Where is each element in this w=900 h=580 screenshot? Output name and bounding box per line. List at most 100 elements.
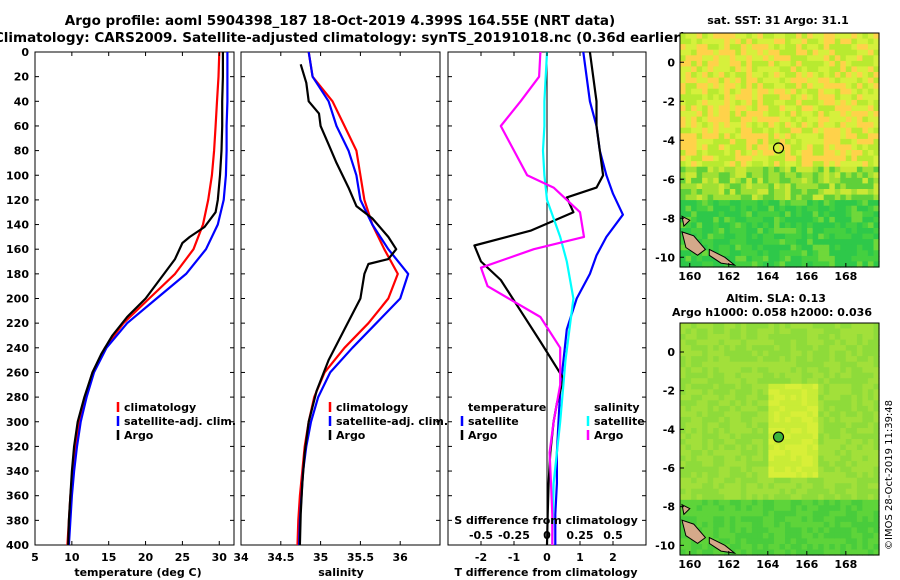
map-cell — [790, 345, 797, 352]
map-cell — [812, 183, 819, 190]
map-cell — [790, 433, 797, 440]
map-x-tick-label: 162 — [717, 270, 740, 283]
map-cell — [851, 416, 858, 423]
map-cell — [823, 372, 830, 379]
map-cell — [873, 66, 880, 73]
map-cell — [740, 44, 747, 51]
map-cell — [680, 194, 687, 201]
map-cell — [796, 239, 803, 246]
map-cell — [702, 66, 709, 73]
map-cell — [840, 116, 847, 123]
map-cell — [829, 55, 836, 62]
map-cell — [779, 494, 786, 501]
map-cell — [807, 166, 814, 173]
map-cell — [768, 205, 775, 212]
map-cell — [768, 339, 775, 346]
map-cell — [829, 472, 836, 479]
map-cell — [867, 499, 874, 506]
map-cell — [702, 77, 709, 84]
map-cell — [818, 88, 825, 95]
map-cell — [785, 544, 792, 551]
map-cell — [851, 444, 858, 451]
map-cell — [834, 450, 841, 457]
map-cell — [856, 138, 863, 146]
map-cell — [768, 244, 775, 251]
map-cell — [856, 439, 863, 446]
map-cell — [834, 239, 841, 246]
map-cell — [851, 222, 858, 229]
map-cell — [729, 99, 736, 107]
map-cell — [845, 372, 852, 379]
map-cell — [751, 172, 758, 179]
map-cell — [856, 544, 863, 551]
map-cell — [762, 383, 769, 390]
map-cell — [691, 378, 698, 385]
map-cell — [829, 416, 836, 423]
map-cell — [867, 450, 874, 457]
depth-tick-label: 140 — [6, 219, 29, 232]
map-cell — [807, 510, 814, 517]
t-difference-xlabel: T difference from climatology — [454, 566, 637, 579]
map-cell — [768, 144, 775, 151]
map-cell — [829, 428, 836, 435]
map-cell — [729, 494, 736, 501]
map-cell — [856, 499, 863, 506]
map-cell — [729, 211, 736, 218]
map-cell — [845, 38, 852, 45]
map-cell — [751, 239, 758, 246]
map-cell — [785, 433, 792, 440]
map-cell — [696, 183, 703, 190]
map-cell — [796, 261, 803, 268]
map-cell — [867, 510, 874, 517]
map-cell — [851, 339, 858, 346]
map-cell — [845, 549, 852, 556]
map-cell — [834, 88, 841, 95]
map-cell — [762, 350, 769, 357]
map-cell — [724, 144, 731, 151]
map-cell — [823, 233, 830, 240]
map-cell — [785, 133, 792, 140]
map-cell — [856, 77, 863, 84]
map-cell — [696, 411, 703, 418]
map-cell — [774, 416, 781, 423]
map-cell — [746, 350, 753, 357]
map-cell — [768, 372, 775, 379]
map-cell — [680, 55, 687, 62]
map-cell — [823, 405, 830, 412]
map-cell — [812, 228, 819, 235]
map-cell — [768, 88, 775, 95]
map-cell — [735, 334, 742, 341]
map-cell — [829, 111, 836, 118]
map-cell — [702, 250, 709, 257]
map-cell — [856, 383, 863, 390]
map-cell — [724, 323, 731, 330]
map-cell — [818, 183, 825, 190]
map-cell — [751, 411, 758, 418]
map-cell — [685, 461, 692, 468]
map-cell — [774, 216, 781, 224]
map-cell — [856, 521, 863, 528]
map-cell — [779, 94, 786, 101]
map-cell — [751, 549, 758, 556]
map-cell — [762, 510, 769, 517]
map-cell — [867, 538, 874, 545]
map-cell — [685, 200, 692, 207]
map-cell — [856, 205, 863, 212]
map-cell — [812, 450, 819, 457]
map-cell — [807, 239, 814, 246]
map-cell — [691, 323, 698, 330]
map-cell — [740, 49, 747, 56]
map-cell — [740, 150, 747, 157]
map-cell — [774, 94, 781, 101]
map-cell — [818, 233, 825, 240]
map-cell — [840, 389, 847, 396]
map-cell — [685, 183, 692, 190]
map-cell — [779, 328, 786, 335]
map-cell — [867, 111, 874, 118]
map-cell — [845, 439, 852, 446]
map-cell — [851, 172, 858, 179]
map-cell — [796, 44, 803, 51]
map-cell — [779, 378, 786, 385]
map-cell — [862, 494, 869, 501]
map-cell — [840, 38, 847, 45]
